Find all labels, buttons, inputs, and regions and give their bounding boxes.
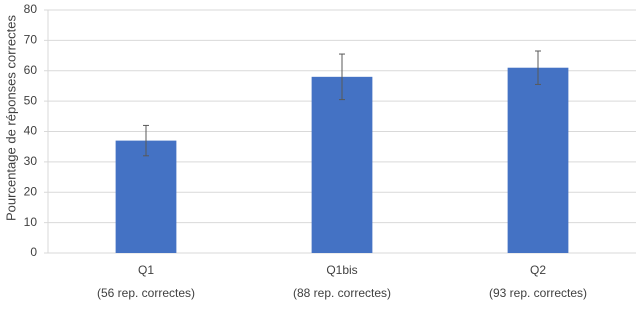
y-tick-label: 50 bbox=[24, 93, 38, 107]
x-tick-label: (93 rep. correctes) bbox=[489, 286, 587, 300]
error-bar bbox=[143, 124, 149, 157]
y-tick-label: 80 bbox=[24, 2, 38, 16]
y-tick-label: 20 bbox=[24, 184, 38, 198]
bar bbox=[507, 67, 569, 254]
x-tick-label: (88 rep. correctes) bbox=[293, 286, 391, 300]
y-tick-label: 10 bbox=[24, 215, 38, 229]
y-axis-label: Pourcentage de réponses correctes bbox=[3, 15, 18, 221]
y-tick-label: 40 bbox=[24, 124, 38, 138]
y-tick-label: 30 bbox=[24, 154, 38, 168]
error-bar bbox=[535, 50, 541, 85]
bar bbox=[311, 76, 373, 253]
x-tick-label: Q1bis bbox=[326, 263, 357, 277]
y-tick-label: 0 bbox=[30, 245, 37, 259]
x-tick-label: Q1 bbox=[138, 263, 154, 277]
x-tick-label: Q2 bbox=[530, 263, 546, 277]
error-bar bbox=[339, 53, 345, 101]
y-tick-label: 60 bbox=[24, 63, 38, 77]
x-tick-label: (56 rep. correctes) bbox=[97, 286, 195, 300]
y-tick-label: 70 bbox=[24, 33, 38, 47]
bar bbox=[115, 140, 177, 253]
